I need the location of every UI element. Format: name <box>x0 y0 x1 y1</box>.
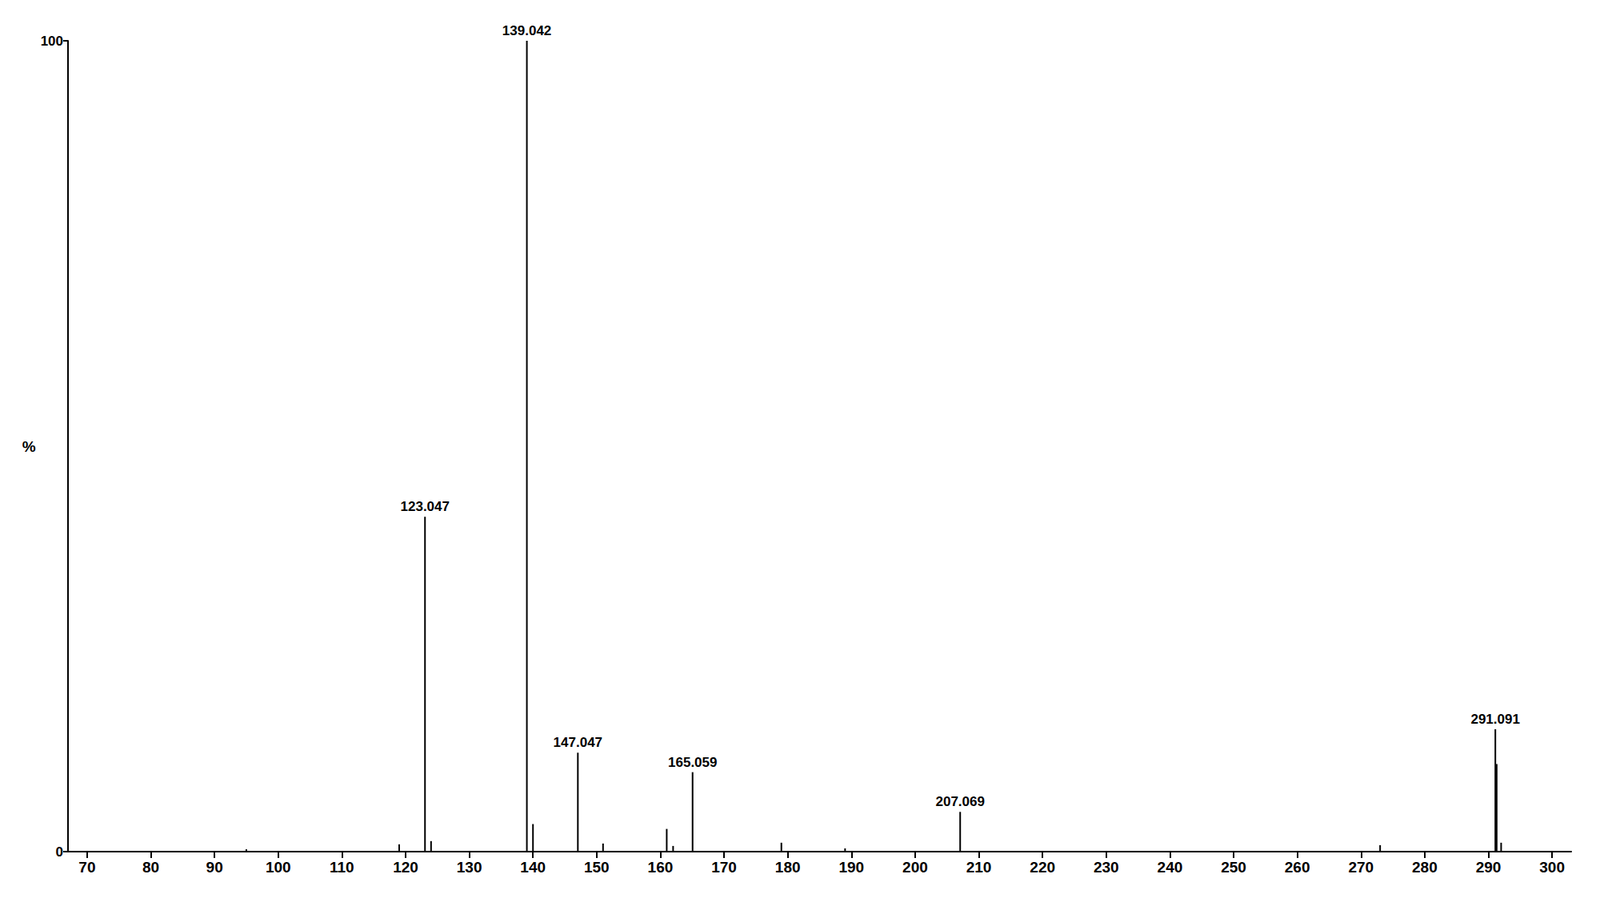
svg-text:90: 90 <box>206 859 224 876</box>
svg-text:260: 260 <box>1284 859 1311 876</box>
svg-text:80: 80 <box>142 859 160 876</box>
svg-text:220: 220 <box>1029 859 1056 876</box>
svg-text:120: 120 <box>392 859 419 876</box>
svg-text:139.042: 139.042 <box>502 23 552 39</box>
svg-text:270: 270 <box>1348 859 1374 876</box>
svg-text:%: % <box>22 438 36 456</box>
svg-text:123.047: 123.047 <box>400 499 450 515</box>
svg-text:140: 140 <box>520 859 546 876</box>
svg-text:100: 100 <box>265 859 292 876</box>
svg-text:110: 110 <box>329 859 355 876</box>
svg-text:170: 170 <box>711 859 737 876</box>
svg-text:190: 190 <box>838 859 864 876</box>
svg-text:180: 180 <box>775 859 801 876</box>
svg-text:207.069: 207.069 <box>935 794 984 810</box>
svg-text:290: 290 <box>1476 859 1502 876</box>
svg-text:147.047: 147.047 <box>553 735 603 751</box>
svg-text:0: 0 <box>56 844 64 860</box>
svg-text:130: 130 <box>456 859 483 876</box>
svg-text:100: 100 <box>40 33 64 49</box>
svg-text:280: 280 <box>1412 859 1438 876</box>
svg-text:70: 70 <box>78 859 96 876</box>
svg-text:230: 230 <box>1093 859 1120 876</box>
svg-text:165.059: 165.059 <box>668 755 717 771</box>
svg-text:160: 160 <box>648 859 674 876</box>
svg-text:150: 150 <box>584 859 610 876</box>
svg-text:240: 240 <box>1157 859 1184 876</box>
svg-text:210: 210 <box>966 859 992 876</box>
svg-text:250: 250 <box>1220 859 1247 876</box>
svg-text:300: 300 <box>1539 859 1565 876</box>
svg-text:291.091: 291.091 <box>1470 712 1520 728</box>
svg-text:200: 200 <box>902 859 928 876</box>
